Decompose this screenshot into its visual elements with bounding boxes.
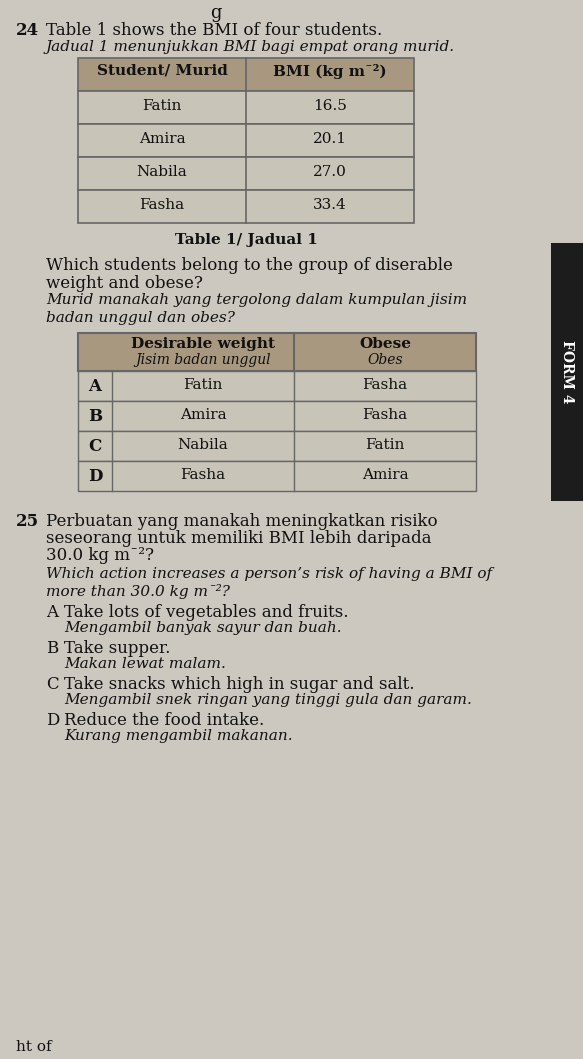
Text: Jisim badan unggul: Jisim badan unggul — [135, 353, 271, 367]
Text: Murid manakah yang tergolong dalam kumpulan jisim: Murid manakah yang tergolong dalam kumpu… — [46, 293, 467, 307]
Bar — [78, 333, 476, 371]
Text: C: C — [46, 676, 59, 693]
Text: Table 1 shows the BMI of four students.: Table 1 shows the BMI of four students. — [46, 22, 382, 39]
Text: Student/ Murid: Student/ Murid — [97, 64, 227, 78]
Text: Mengambil banyak sayur dan buah.: Mengambil banyak sayur dan buah. — [64, 621, 342, 635]
Text: 25: 25 — [16, 513, 39, 530]
Bar — [78, 91, 414, 124]
Text: 16.5: 16.5 — [313, 98, 347, 113]
Bar — [78, 190, 414, 223]
Text: FORM 4: FORM 4 — [560, 340, 574, 403]
Text: Table 1/ Jadual 1: Table 1/ Jadual 1 — [174, 233, 317, 247]
Text: 30.0 kg m¯²?: 30.0 kg m¯²? — [46, 548, 154, 564]
Text: ht of: ht of — [16, 1040, 52, 1054]
Bar — [551, 243, 583, 501]
Text: more than 30.0 kg m¯²?: more than 30.0 kg m¯²? — [46, 584, 230, 599]
Text: Amira: Amira — [361, 468, 408, 482]
Text: Makan lewat malam.: Makan lewat malam. — [64, 657, 226, 671]
Bar — [78, 461, 476, 491]
Text: Fasha: Fasha — [180, 468, 226, 482]
Text: Take supper.: Take supper. — [64, 640, 170, 657]
Bar — [78, 371, 476, 401]
Text: badan unggul dan obes?: badan unggul dan obes? — [46, 311, 235, 325]
Text: C: C — [89, 438, 101, 455]
Bar — [78, 58, 414, 91]
Text: BMI (kg m¯²): BMI (kg m¯²) — [273, 64, 387, 79]
Text: Reduce the food intake.: Reduce the food intake. — [64, 712, 264, 729]
Text: Fatin: Fatin — [142, 98, 182, 113]
Text: 20.1: 20.1 — [313, 132, 347, 146]
Bar — [78, 124, 414, 157]
Text: seseorang untuk memiliki BMI lebih daripada: seseorang untuk memiliki BMI lebih darip… — [46, 530, 431, 548]
Text: B: B — [46, 640, 58, 657]
Text: Mengambil snek ringan yang tinggi gula dan garam.: Mengambil snek ringan yang tinggi gula d… — [64, 693, 472, 707]
Text: Amira: Amira — [180, 408, 226, 421]
Bar — [78, 401, 476, 431]
Text: Amira: Amira — [139, 132, 185, 146]
Text: 24: 24 — [16, 22, 39, 39]
Text: Desirable weight: Desirable weight — [131, 337, 275, 351]
Text: Fasha: Fasha — [139, 198, 185, 212]
Text: Jadual 1 menunjukkan BMI bagi empat orang murid.: Jadual 1 menunjukkan BMI bagi empat oran… — [46, 40, 455, 54]
Text: Which students belong to the group of diserable: Which students belong to the group of di… — [46, 257, 453, 274]
Text: Fatin: Fatin — [366, 438, 405, 452]
Text: Perbuatan yang manakah meningkatkan risiko: Perbuatan yang manakah meningkatkan risi… — [46, 513, 438, 530]
Text: 33.4: 33.4 — [313, 198, 347, 212]
Text: D: D — [46, 712, 59, 729]
Text: Obes: Obes — [367, 353, 403, 367]
Text: D: D — [88, 468, 102, 485]
Text: Nabila: Nabila — [178, 438, 229, 452]
Text: Nabila: Nabila — [136, 165, 187, 179]
Text: Fatin: Fatin — [183, 378, 223, 392]
Text: Take snacks which high in sugar and salt.: Take snacks which high in sugar and salt… — [64, 676, 415, 693]
Text: 27.0: 27.0 — [313, 165, 347, 179]
Text: Fasha: Fasha — [363, 408, 408, 421]
Bar — [78, 157, 414, 190]
Text: B: B — [88, 408, 102, 425]
Bar — [78, 431, 476, 461]
Text: Take lots of vegetables and fruits.: Take lots of vegetables and fruits. — [64, 604, 349, 621]
Text: Which action increases a person’s risk of having a BMI of: Which action increases a person’s risk o… — [46, 567, 492, 581]
Text: Kurang mengambil makanan.: Kurang mengambil makanan. — [64, 729, 293, 743]
Text: Fasha: Fasha — [363, 378, 408, 392]
Text: Obese: Obese — [359, 337, 411, 351]
Text: weight and obese?: weight and obese? — [46, 275, 203, 292]
Text: g: g — [210, 4, 222, 22]
Text: A: A — [46, 604, 58, 621]
Text: A: A — [89, 378, 101, 395]
